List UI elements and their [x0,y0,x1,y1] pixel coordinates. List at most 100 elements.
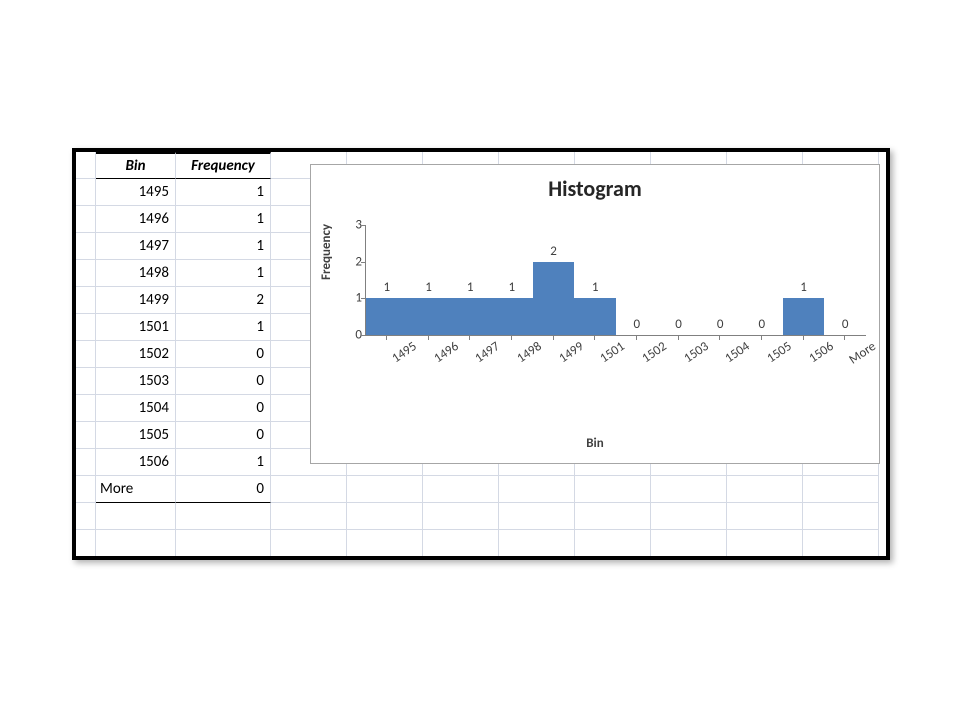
cell-bin[interactable]: Bin [96,152,176,179]
cell[interactable] [727,530,803,556]
bar-value-label: 1 [800,280,807,295]
cell[interactable] [651,476,727,503]
cell[interactable] [76,368,96,395]
cell[interactable] [76,503,96,530]
cell[interactable] [727,476,803,503]
x-tick-label: 1503 [681,339,711,366]
cell[interactable] [651,530,727,556]
cell[interactable] [76,260,96,287]
cell[interactable] [76,395,96,422]
cell[interactable] [76,233,96,260]
cell-bin[interactable]: 1503 [96,368,176,395]
cell-bin[interactable] [96,503,176,530]
cell[interactable] [76,152,96,179]
cell[interactable] [271,503,347,530]
cell-frequency[interactable]: 0 [176,476,271,503]
spreadsheet-frame: BinFrequency1495114961149711498114992150… [72,148,890,560]
histogram-chart[interactable]: Histogram Frequency 0123111121000010 149… [310,164,880,464]
cell-bin[interactable]: 1497 [96,233,176,260]
cell[interactable] [423,476,499,503]
cell-frequency[interactable]: 1 [176,260,271,287]
cell[interactable] [575,530,651,556]
cell-bin[interactable]: 1498 [96,260,176,287]
cell[interactable] [271,530,347,556]
cell-frequency[interactable]: 2 [176,287,271,314]
cell[interactable] [803,476,879,503]
cell-bin[interactable] [96,530,176,556]
x-axis-title: Bin [311,436,879,451]
cell[interactable] [76,206,96,233]
x-tick-label: 1497 [472,339,502,366]
cell-bin[interactable]: 1502 [96,341,176,368]
cell-bin[interactable]: 1499 [96,287,176,314]
cell-frequency[interactable]: 0 [176,341,271,368]
cell-frequency[interactable]: 1 [176,233,271,260]
x-tick-mark [844,335,845,340]
cell[interactable] [76,314,96,341]
cell[interactable] [76,341,96,368]
cell-bin[interactable]: 1496 [96,206,176,233]
cell[interactable] [575,476,651,503]
x-tick-mark [761,335,762,340]
cell[interactable] [803,530,879,556]
cell[interactable] [423,503,499,530]
x-tick-mark [636,335,637,340]
bar-value-label: 1 [384,280,391,295]
cell[interactable] [76,530,96,556]
cell-frequency[interactable]: 1 [176,179,271,206]
cell[interactable] [271,476,347,503]
cell[interactable] [347,503,423,530]
cell-frequency[interactable]: Frequency [176,152,271,179]
cell-bin[interactable]: 1495 [96,179,176,206]
cell[interactable] [651,503,727,530]
y-tick-label: 0 [342,328,362,343]
bar-value-label: 1 [592,280,599,295]
x-tick-label: 1499 [556,339,586,366]
cell-bin[interactable]: 1506 [96,449,176,476]
cell[interactable] [347,530,423,556]
cell-bin[interactable]: More [96,476,176,503]
cell-frequency[interactable]: 1 [176,206,271,233]
cell[interactable] [76,287,96,314]
cell[interactable] [347,476,423,503]
histogram-bar [491,298,533,335]
table-row[interactable]: More0 [76,476,886,503]
cell[interactable] [423,530,499,556]
cell-frequency[interactable]: 1 [176,449,271,476]
x-tick-label: 1505 [764,339,794,366]
x-tick-mark [428,335,429,340]
cell[interactable] [499,530,575,556]
cell[interactable] [76,179,96,206]
cell[interactable] [76,476,96,503]
cell-bin[interactable]: 1505 [96,422,176,449]
cell-frequency[interactable] [176,503,271,530]
plot-area: 0123111121000010 [365,225,866,336]
histogram-bar [449,298,491,335]
bar-value-label: 0 [634,317,641,332]
cell-frequency[interactable]: 0 [176,368,271,395]
cell-bin[interactable]: 1501 [96,314,176,341]
cell[interactable] [727,503,803,530]
bar-value-label: 0 [759,317,766,332]
cell[interactable] [499,476,575,503]
cell[interactable] [499,503,575,530]
bar-value-label: 2 [550,244,557,259]
cell[interactable] [76,449,96,476]
cell-frequency[interactable]: 0 [176,422,271,449]
cell-bin[interactable]: 1504 [96,395,176,422]
histogram-bar [366,298,408,335]
cell-frequency[interactable] [176,530,271,556]
table-row[interactable] [76,530,886,556]
table-row[interactable] [76,503,886,530]
cell[interactable] [575,503,651,530]
bar-value-label: 1 [467,280,474,295]
cell-frequency[interactable]: 0 [176,395,271,422]
cell[interactable] [803,503,879,530]
x-tick-mark [678,335,679,340]
x-tick-mark [511,335,512,340]
y-tick-label: 1 [342,291,362,306]
x-tick-label: 1495 [389,339,419,366]
cell-frequency[interactable]: 1 [176,314,271,341]
cell[interactable] [76,422,96,449]
x-tick-label: 1504 [722,339,752,366]
